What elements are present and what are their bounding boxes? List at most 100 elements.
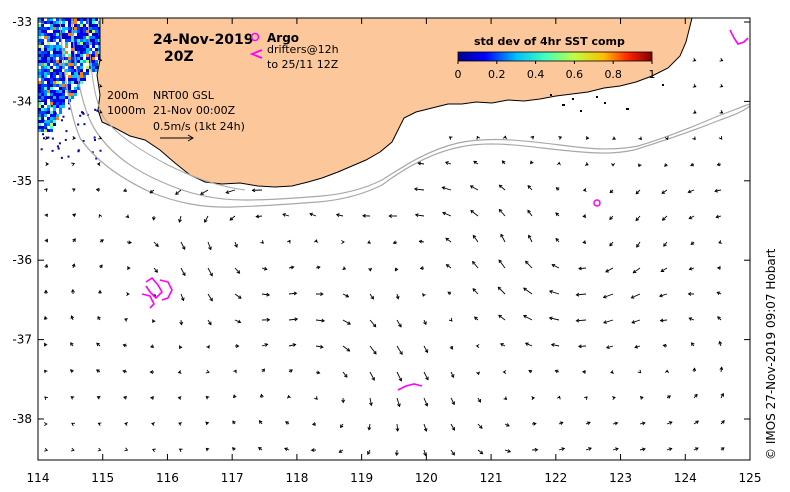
- current-arrowhead: [665, 369, 669, 374]
- current-arrowhead: [614, 447, 619, 452]
- current-arrowhead: [635, 217, 640, 222]
- current-arrow: [576, 319, 587, 322]
- current-arrowhead: [206, 344, 210, 349]
- current-arrowhead: [151, 422, 155, 426]
- current-arrow: [527, 185, 533, 191]
- current-arrow: [415, 214, 425, 217]
- current-arrow: [229, 215, 236, 221]
- current-arrowhead: [292, 343, 297, 347]
- current-arrowhead: [346, 348, 351, 352]
- current-arrow: [175, 189, 182, 195]
- current-arrowhead: [638, 136, 642, 141]
- current-arrowhead: [500, 343, 504, 347]
- current-arrowhead: [179, 345, 183, 350]
- current-arrowhead: [392, 240, 397, 245]
- current-arrowhead: [98, 57, 103, 62]
- current-arrow: [423, 371, 429, 380]
- current-arrowhead: [532, 421, 537, 426]
- x-tick-label: 125: [739, 471, 762, 485]
- current-arrow: [369, 371, 375, 381]
- x-tick-label: 118: [285, 471, 308, 485]
- current-arrow: [450, 397, 455, 405]
- current-arrowhead: [638, 163, 642, 168]
- current-arrow: [523, 287, 533, 295]
- current-arrowhead: [96, 342, 100, 347]
- current-arrowhead: [588, 447, 592, 451]
- current-arrowhead: [152, 319, 156, 323]
- current-arrow: [153, 241, 159, 247]
- current-arrowhead: [634, 344, 639, 349]
- current-arrow: [445, 161, 452, 165]
- scale-arrow: [160, 134, 194, 142]
- current-arrowhead: [343, 374, 348, 378]
- current-arrowhead: [180, 297, 185, 302]
- current-arrowhead: [550, 342, 555, 347]
- current-arrowhead: [264, 343, 269, 347]
- current-arrowhead: [641, 447, 646, 452]
- x-tick-label: 120: [415, 471, 438, 485]
- current-arrowhead: [72, 213, 77, 217]
- current-arrowhead: [98, 109, 103, 114]
- current-arrow: [498, 259, 506, 269]
- current-arrowhead: [719, 366, 724, 371]
- current-arrowhead: [97, 447, 102, 452]
- current-arrow: [423, 397, 428, 407]
- current-arrowhead: [320, 292, 324, 296]
- current-arrowhead: [714, 188, 718, 193]
- current-arrowhead: [605, 345, 610, 350]
- current-arrow: [207, 293, 213, 302]
- current-arrowhead: [234, 243, 238, 248]
- current-arrow: [342, 371, 348, 378]
- current-arrowhead: [717, 316, 721, 320]
- current-arrowhead: [124, 318, 128, 322]
- drifter-tracks: [141, 29, 749, 391]
- current-arrowhead: [285, 421, 289, 425]
- current-arrowhead: [501, 160, 506, 164]
- current-arrowhead: [720, 447, 725, 451]
- current-arrowhead: [178, 422, 182, 426]
- current-arrow: [396, 371, 402, 382]
- current-arrowhead: [534, 447, 539, 452]
- current-arrow: [714, 189, 722, 192]
- current-arrowhead: [70, 369, 74, 373]
- current-arrow: [396, 345, 403, 355]
- current-arrowhead: [151, 217, 156, 221]
- x-tick-label: 117: [221, 471, 244, 485]
- current-arrowhead: [182, 272, 186, 277]
- current-arrowhead: [368, 267, 373, 272]
- current-arrowhead: [341, 399, 346, 404]
- current-arrowhead: [175, 191, 179, 195]
- x-tick-label: 115: [91, 471, 114, 485]
- current-arrowhead: [614, 421, 619, 426]
- current-arrowhead: [95, 369, 100, 373]
- current-arrowhead: [523, 287, 527, 292]
- y-tick-label: -34: [12, 94, 32, 108]
- current-arrow: [470, 210, 479, 217]
- current-arrowhead: [424, 402, 429, 407]
- current-arrowhead: [200, 191, 204, 195]
- current-arrowhead: [450, 374, 455, 378]
- credit-label: © IMOS 27-Nov-2019 09:07 Hobart: [764, 248, 778, 460]
- current-arrowhead: [424, 349, 429, 354]
- current-arrowhead: [205, 421, 210, 426]
- current-arrow: [342, 319, 351, 325]
- current-arrow: [423, 345, 428, 353]
- current-arrowhead: [523, 315, 527, 319]
- current-arrow: [342, 345, 350, 352]
- current-arrowhead: [367, 426, 372, 431]
- current-arrowhead: [316, 265, 321, 270]
- current-arrow: [663, 241, 668, 247]
- current-arrowhead: [70, 342, 74, 346]
- drifters-legend-line1: drifters@12h: [267, 43, 339, 56]
- current-arrowhead: [44, 263, 49, 268]
- current-arrow: [472, 288, 479, 295]
- isobath-coastal: [87, 18, 246, 191]
- y-tick-label: -36: [12, 253, 32, 267]
- current-arrowhead: [694, 447, 699, 451]
- current-arrowhead: [345, 293, 350, 298]
- current-arrow: [603, 293, 614, 298]
- current-arrowhead: [584, 162, 589, 166]
- current-arrowhead: [233, 369, 237, 374]
- current-arrowhead: [557, 161, 561, 166]
- current-arrow: [180, 241, 186, 250]
